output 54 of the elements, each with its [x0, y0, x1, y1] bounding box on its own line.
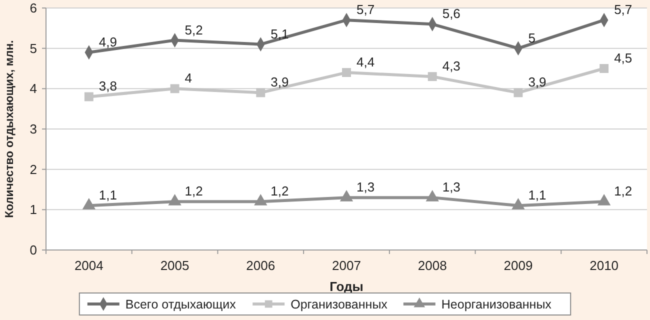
data-label: 4	[184, 70, 192, 86]
data-label: 5,7	[356, 2, 375, 18]
y-axis-title: Количество отдыхающих, млн.	[4, 40, 16, 218]
x-tick-label: 2007	[332, 258, 361, 273]
data-label: 1,2	[614, 184, 632, 199]
point	[168, 194, 182, 206]
data-label: 1,1	[528, 188, 546, 203]
point	[428, 72, 437, 82]
y-tick-label: 0	[30, 242, 37, 258]
data-label: 5,6	[442, 6, 460, 22]
x-tick-label: 2006	[246, 258, 276, 273]
point	[84, 92, 94, 102]
y-tick-label: 5	[30, 40, 37, 56]
y-tick-label: 4	[30, 81, 37, 96]
point	[254, 194, 268, 206]
data-label: 3,9	[270, 74, 289, 90]
y-tick-label: 2	[30, 162, 37, 177]
legend-label: Неорганизованных	[441, 297, 552, 312]
legend-label: Организованных	[290, 297, 388, 312]
data-label: 3,8	[98, 78, 118, 94]
point	[512, 198, 525, 210]
data-label: 5,2	[184, 22, 203, 38]
point	[340, 190, 354, 202]
x-tick-label: 2008	[418, 258, 447, 273]
data-label: 4,4	[356, 54, 375, 70]
point	[597, 194, 611, 206]
x-axis-title: Годы	[330, 279, 364, 294]
data-label: 4,3	[442, 58, 460, 74]
data-label: 1,2	[270, 184, 289, 199]
data-label: 1,3	[442, 180, 460, 195]
x-tick-label: 2005	[160, 258, 190, 273]
point	[256, 88, 266, 98]
point	[514, 88, 523, 98]
data-label: 3,9	[528, 74, 546, 90]
point	[82, 198, 96, 210]
data-label: 1,1	[98, 188, 118, 203]
data-label: 4,5	[614, 50, 632, 66]
y-tick-label: 6	[30, 0, 37, 16]
y-tick-label: 3	[30, 122, 37, 137]
data-label: 1,2	[184, 184, 203, 199]
x-tick-label: 2009	[504, 258, 533, 273]
point	[600, 64, 609, 73]
point	[342, 68, 351, 78]
legend-label: Всего отдыхающих	[125, 297, 237, 312]
data-label: 5,7	[614, 2, 632, 18]
data-label: 5	[528, 30, 536, 46]
data-label: 5,1	[270, 26, 289, 42]
point	[426, 190, 439, 202]
x-tick-label: 2004	[74, 258, 104, 273]
y-tick-label: 1	[30, 202, 37, 218]
point	[170, 84, 180, 94]
data-label: 4,9	[98, 34, 118, 50]
x-tick-label: 2010	[590, 258, 619, 273]
data-label: 1,3	[356, 180, 375, 195]
